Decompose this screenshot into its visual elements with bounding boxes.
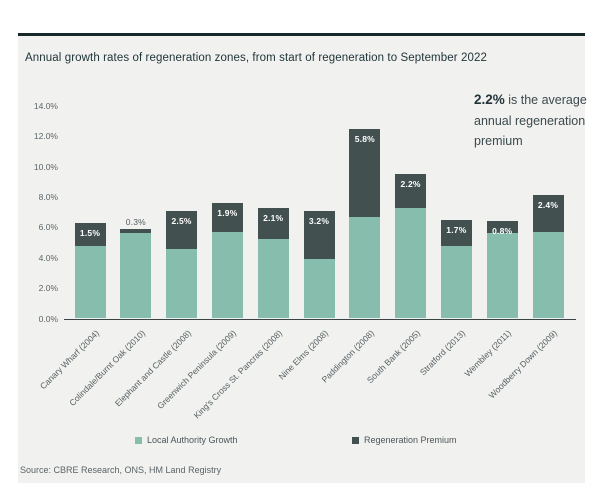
bar-segment-local-9 xyxy=(440,245,472,319)
bar-value-label: 0.8% xyxy=(492,226,513,237)
panel-top-border xyxy=(18,33,585,36)
legend-label-local-authority-growth: Local Authority Growth xyxy=(147,435,238,445)
legend-label-regeneration-premium: Regeneration Premium xyxy=(364,435,457,445)
bar-segment-local-7 xyxy=(349,216,381,319)
bar-segment-premium-4 xyxy=(211,202,243,232)
y-axis-tick-label: 12.0% xyxy=(33,131,58,142)
bar-segment-local-2 xyxy=(120,233,152,319)
bar-segment-premium-9 xyxy=(440,219,472,246)
y-axis-tick-label: 2.0% xyxy=(38,283,58,294)
y-axis-tick-label: 0.0% xyxy=(38,313,58,324)
bar-value-label: 1.5% xyxy=(79,227,101,238)
legend-swatch-local-authority-growth xyxy=(135,436,142,444)
y-axis-tick-label: 10.0% xyxy=(33,161,58,172)
bar-value-label: 0.3% xyxy=(125,216,146,227)
bar-value-label: 2.2% xyxy=(400,179,421,190)
bar-value-label: 2.5% xyxy=(171,215,192,226)
bar-segment-premium-3 xyxy=(166,210,198,249)
bar-chart-plot-area: 0.0% 2.0% 4.0% 6.0% 8.0% 10.0% 12.0% 14.0% 1.5% C… xyxy=(18,36,585,483)
bar-segment-local-6 xyxy=(303,259,335,319)
annotation-text: is the average annual regeneration premi… xyxy=(474,93,587,148)
legend-item-regeneration-premium: Regeneration Premium xyxy=(352,435,457,445)
source-attribution: Source: CBRE Research, ONS, HM Land Regi… xyxy=(20,465,222,475)
bar-segment-local-4 xyxy=(211,231,243,319)
bar-segment-premium-2 xyxy=(120,228,152,234)
bar-value-label: 1.9% xyxy=(217,207,238,218)
bar-value-label: 3.2% xyxy=(308,215,330,226)
legend-item-local-authority-growth: Local Authority Growth xyxy=(135,435,238,445)
bar-segment-premium-6 xyxy=(303,210,335,260)
chart-card: Annual growth rates of regeneration zone… xyxy=(18,36,587,483)
legend-swatch-regeneration-premium xyxy=(352,436,359,444)
bar-segment-local-3 xyxy=(166,248,198,319)
y-axis-tick-label: 14.0% xyxy=(33,100,58,111)
x-axis-line xyxy=(64,318,576,320)
annotation-average-premium: 2.2% is the average annual regeneration … xyxy=(474,90,590,152)
bar-value-label: 5.8% xyxy=(354,133,375,144)
bar-segment-premium-5 xyxy=(257,207,289,240)
y-axis-tick-label: 6.0% xyxy=(38,222,58,233)
bar-value-label: 1.7% xyxy=(446,224,467,235)
bar-segment-premium-10 xyxy=(486,221,518,234)
bar-segment-local-8 xyxy=(395,207,427,319)
bar-value-label: 2.1% xyxy=(263,212,284,223)
bar-segment-premium-7 xyxy=(349,128,381,217)
bar-segment-premium-8 xyxy=(395,174,427,208)
annotation-highlight-value: 2.2% xyxy=(474,92,505,107)
bar-segment-local-1 xyxy=(74,245,106,319)
bar-segment-premium-11 xyxy=(532,195,564,232)
bar-segment-local-11 xyxy=(532,231,564,319)
y-axis-tick-label: 8.0% xyxy=(38,191,58,202)
bar-segment-local-10 xyxy=(486,233,518,319)
bar-value-label: 2.4% xyxy=(537,200,559,211)
bar-segment-local-5 xyxy=(257,239,289,319)
bar-segment-premium-1 xyxy=(74,222,106,246)
chart-title: Annual growth rates of regeneration zone… xyxy=(25,52,487,64)
y-axis-tick-label: 4.0% xyxy=(38,252,58,263)
